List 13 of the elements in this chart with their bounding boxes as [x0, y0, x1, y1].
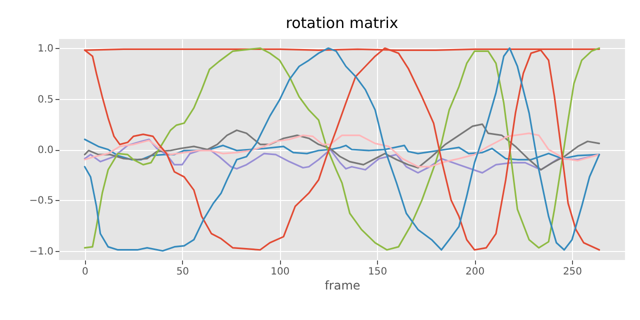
- y-tick-label: −1.0: [29, 246, 54, 258]
- x-tick-label: 100: [270, 266, 290, 278]
- y-tick-label: 0.5: [38, 94, 54, 106]
- x-axis-title: frame: [324, 278, 360, 292]
- x-tick-label: 0: [82, 266, 88, 278]
- x-tick-label: 250: [562, 266, 582, 278]
- y-tick-label: −0.5: [29, 196, 54, 207]
- y-tick-label: 1.0: [38, 44, 54, 55]
- x-tick-label: 150: [368, 266, 388, 278]
- y-tick-label: 0.0: [38, 145, 54, 156]
- chart-title: rotation matrix: [286, 14, 398, 32]
- x-tick-label: 200: [465, 266, 485, 278]
- x-tick-label: 50: [176, 266, 190, 278]
